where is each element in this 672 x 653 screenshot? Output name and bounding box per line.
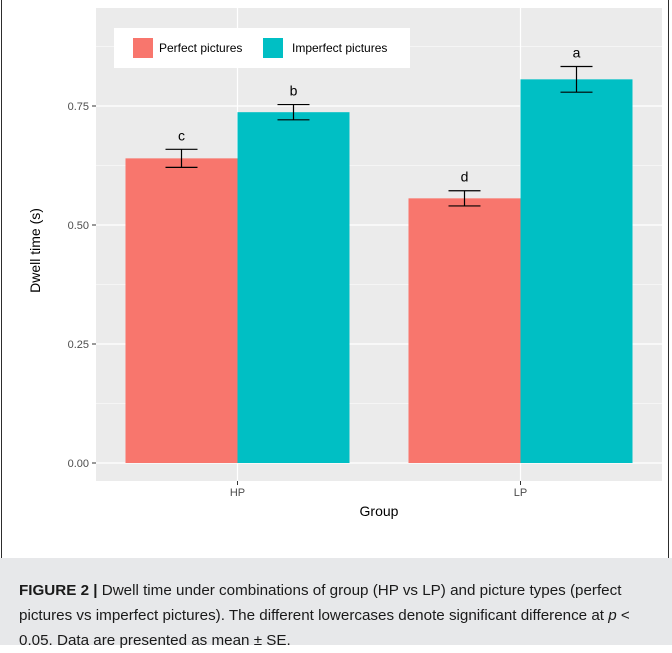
- caption-label: FIGURE 2 |: [19, 582, 98, 599]
- bar-lp-perfect: [408, 198, 521, 463]
- legend-label-perfect: Perfect pictures: [159, 41, 242, 55]
- legend-swatch-imperfect: [263, 38, 283, 58]
- significance-label: d: [461, 169, 469, 185]
- x-tick-label: LP: [514, 487, 527, 499]
- legend-box: [114, 28, 410, 68]
- y-tick-label: 0.50: [68, 220, 89, 232]
- x-tick-label: HP: [230, 487, 245, 499]
- chart: c b d a 0.00 0.25 0.50 0.75 HP LP Group Dwell time…: [27, 8, 662, 519]
- caption-p-symbol: p: [608, 607, 617, 624]
- significance-label: b: [290, 83, 298, 99]
- significance-label: a: [573, 44, 581, 60]
- caption-text-1: Dwell time under combinations of group (…: [19, 582, 622, 624]
- bar-hp-perfect: [125, 158, 238, 464]
- y-tick-label: 0.00: [68, 458, 89, 470]
- y-tick-label: 0.75: [68, 101, 89, 113]
- caption-box: [0, 558, 672, 645]
- bar-lp-imperfect: [520, 79, 633, 464]
- significance-label: c: [178, 127, 185, 143]
- y-axis-title: Dwell time (s): [27, 208, 43, 293]
- y-tick-label: 0.25: [68, 339, 89, 351]
- x-axis-title: Group: [360, 503, 399, 519]
- figure-caption: FIGURE 2 | Dwell time under combinations…: [19, 578, 659, 653]
- bar-hp-imperfect: [237, 112, 350, 464]
- legend-swatch-perfect: [133, 38, 153, 58]
- legend-label-imperfect: Imperfect pictures: [292, 41, 387, 55]
